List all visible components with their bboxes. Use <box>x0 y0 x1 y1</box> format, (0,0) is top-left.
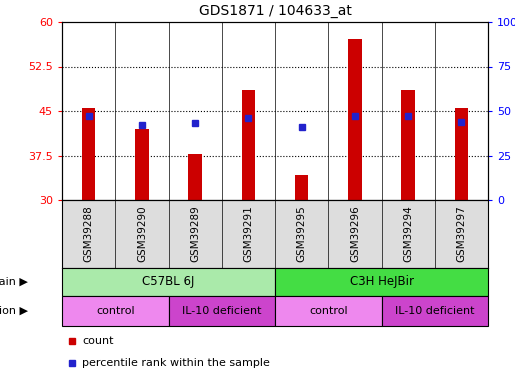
Bar <box>242 90 255 200</box>
Text: GSM39288: GSM39288 <box>83 206 94 262</box>
Bar <box>348 39 362 200</box>
Bar <box>135 129 148 200</box>
Text: GSM39295: GSM39295 <box>297 206 306 262</box>
Text: C57BL 6J: C57BL 6J <box>142 276 195 288</box>
Bar <box>82 108 95 200</box>
Text: GSM39291: GSM39291 <box>244 206 253 262</box>
Text: GDS1871 / 104633_at: GDS1871 / 104633_at <box>199 4 351 18</box>
Bar <box>382 296 488 326</box>
Text: GSM39289: GSM39289 <box>190 206 200 262</box>
Text: count: count <box>82 336 113 346</box>
Bar <box>168 296 275 326</box>
Bar <box>275 268 488 296</box>
Text: percentile rank within the sample: percentile rank within the sample <box>82 358 270 368</box>
Text: strain ▶: strain ▶ <box>0 277 28 287</box>
Bar <box>62 296 168 326</box>
Text: GSM39290: GSM39290 <box>137 206 147 262</box>
Bar <box>188 154 202 200</box>
Bar <box>455 108 468 200</box>
Text: C3H HeJBir: C3H HeJBir <box>350 276 414 288</box>
Bar <box>295 175 308 200</box>
Bar <box>62 268 275 296</box>
Text: IL-10 deficient: IL-10 deficient <box>395 306 474 316</box>
Text: control: control <box>96 306 134 316</box>
Text: control: control <box>309 306 348 316</box>
Text: GSM39296: GSM39296 <box>350 206 360 262</box>
Text: GSM39294: GSM39294 <box>403 206 413 262</box>
Text: GSM39297: GSM39297 <box>456 206 467 262</box>
Text: genotype/variation ▶: genotype/variation ▶ <box>0 306 28 316</box>
Bar <box>275 296 382 326</box>
Bar <box>402 90 415 200</box>
Text: IL-10 deficient: IL-10 deficient <box>182 306 262 316</box>
